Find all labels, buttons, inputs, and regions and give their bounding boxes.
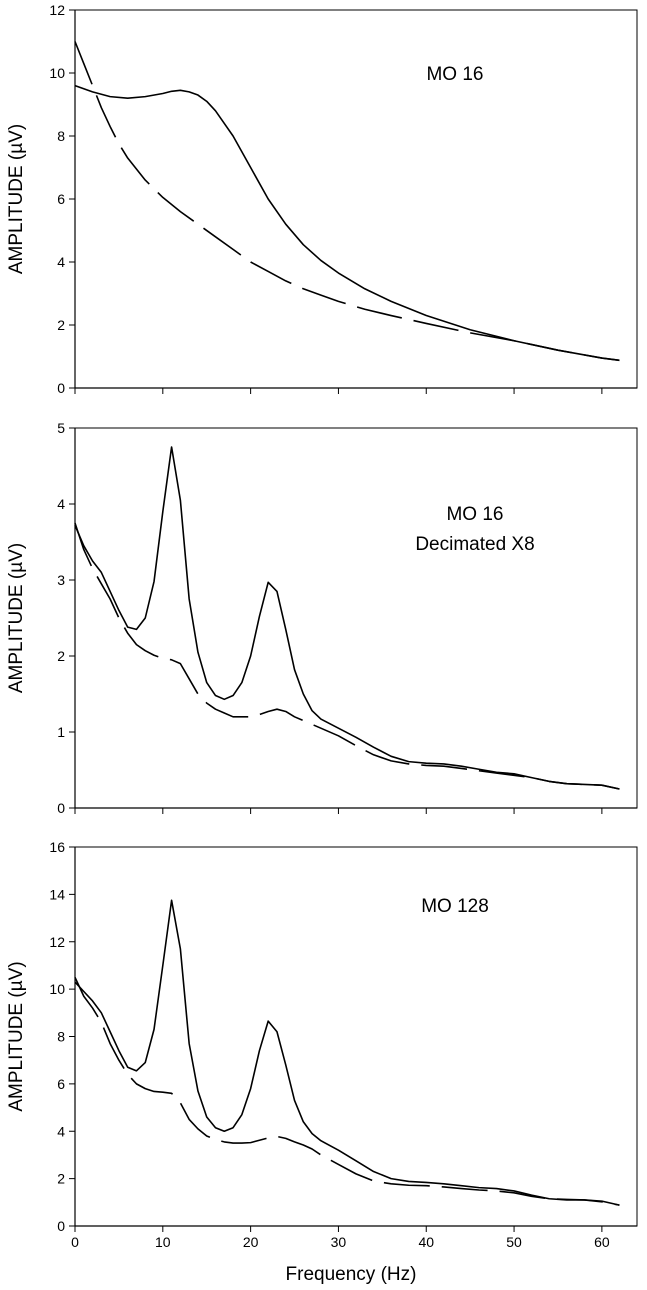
y-tick-label: 16 <box>49 839 65 855</box>
panel-annotation: MO 16 <box>426 64 483 85</box>
y-tick-label: 0 <box>57 800 65 816</box>
y-tick-label: 8 <box>57 1029 65 1045</box>
y-tick-label: 2 <box>57 648 65 664</box>
x-tick-label: 40 <box>418 1234 434 1250</box>
panel-annotation: MO 16 <box>446 504 503 525</box>
panel-annotation: Decimated X8 <box>415 534 534 555</box>
chart-panel-2: 0 1 2 3 4 5 AMPLITUDE (µV) MO 16 Decimated X8 <box>6 420 638 816</box>
panel-annotation: MO 128 <box>421 896 489 917</box>
y-tick-label: 6 <box>57 191 65 207</box>
y-tick-label: 2 <box>57 1171 65 1187</box>
y-tick-label: 6 <box>57 1076 65 1092</box>
dashed-series-line <box>74 41 620 362</box>
y-tick-label: 4 <box>57 496 65 512</box>
y-tick-label: 14 <box>49 886 65 902</box>
y-tick-label: 1 <box>57 724 65 740</box>
plot-frame <box>74 427 638 809</box>
y-axis-label: AMPLITUDE (µV) <box>6 124 27 274</box>
x-tick-label: 60 <box>594 1234 610 1250</box>
chart-panel-1: 0 2 4 6 8 10 12 AMPLITUDE (µV) MO 16 <box>6 2 638 396</box>
solid-series-line <box>74 84 620 362</box>
dashed-series-line <box>74 522 620 790</box>
y-axis-label: AMPLITUDE (µV) <box>6 961 27 1111</box>
dashed-series-line <box>74 976 620 1206</box>
x-axis-label: Frequency (Hz) <box>286 1264 417 1285</box>
y-tick-label: 12 <box>49 2 65 18</box>
x-tick-label: 10 <box>155 1234 171 1250</box>
y-tick-label: 3 <box>57 572 65 588</box>
x-tick-label: 20 <box>243 1234 259 1250</box>
y-tick-label: 0 <box>57 380 65 396</box>
chart-panel-3: 0 2 4 6 8 10 12 14 16 0 10 20 30 40 50 60 AMPLITUDE (µV)… <box>6 839 638 1285</box>
y-tick-label: 2 <box>57 317 65 333</box>
y-tick-label: 4 <box>57 1123 65 1139</box>
y-tick-label: 10 <box>49 981 65 997</box>
plot-frame <box>74 9 638 389</box>
y-axis-label: AMPLITUDE (µV) <box>6 543 27 693</box>
x-tick-label: 50 <box>506 1234 522 1250</box>
y-tick-label: 12 <box>49 934 65 950</box>
y-tick-label: 5 <box>57 420 65 436</box>
y-tick-label: 8 <box>57 128 65 144</box>
y-tick-label: 10 <box>49 65 65 81</box>
y-tick-label: 4 <box>57 254 65 270</box>
solid-series-line <box>74 446 620 790</box>
x-tick-label: 30 <box>331 1234 347 1250</box>
x-tick-label: 0 <box>71 1234 79 1250</box>
plot-frame <box>74 846 638 1227</box>
y-tick-label: 0 <box>57 1218 65 1234</box>
solid-series-line <box>74 899 620 1206</box>
